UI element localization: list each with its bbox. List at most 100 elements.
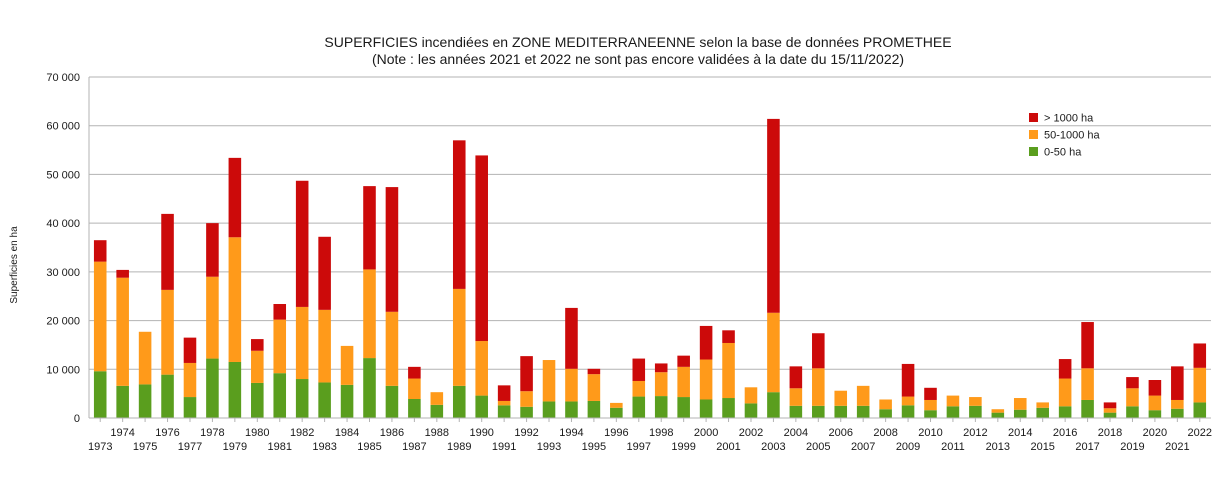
x-tick-label: 1979 <box>223 441 247 453</box>
bar-segment-2009-s1 <box>901 396 915 406</box>
bar-segment-2016-s2 <box>1058 359 1072 379</box>
bar-segment-2006-s0 <box>834 405 848 418</box>
bar-segment-1982-s2 <box>295 180 309 307</box>
x-tick-label: 1991 <box>492 441 516 453</box>
bar-segment-2013-s0 <box>991 412 1005 418</box>
bar-segment-1994-s1 <box>565 368 578 402</box>
legend-swatch <box>1029 113 1038 122</box>
bar-segment-1985-s2 <box>363 186 376 270</box>
bar-segment-1989-s2 <box>452 140 466 289</box>
bar-segment-1981-s1 <box>273 319 287 374</box>
x-tick-label: 1982 <box>290 427 314 439</box>
bar-segment-2005-s2 <box>812 333 825 369</box>
x-tick-label: 2014 <box>1008 427 1032 439</box>
bar-segment-2013-s1 <box>991 409 1005 413</box>
x-tick-label: 2011 <box>941 441 965 453</box>
x-tick-label: 1984 <box>335 427 359 439</box>
bar-segment-1998-s2 <box>654 363 668 373</box>
x-tick-label: 2007 <box>851 441 875 453</box>
bar-segment-2008-s1 <box>879 399 892 410</box>
bar-segment-2019-s1 <box>1126 388 1139 407</box>
legend-label: 0-50 ha <box>1044 147 1082 159</box>
bar-segment-1996-s0 <box>610 407 623 418</box>
chart-subtitle: (Note : les années 2021 et 2022 ne sont … <box>372 51 904 67</box>
bar-segment-1989-s1 <box>452 288 466 386</box>
bar-segment-2017-s1 <box>1081 368 1094 400</box>
bar-segment-2019-s2 <box>1126 377 1139 389</box>
bar-segment-2002-s1 <box>744 387 758 404</box>
x-tick-label: 2013 <box>986 441 1010 453</box>
x-tick-label: 1994 <box>559 427 583 439</box>
bar-segment-1999-s1 <box>677 366 690 398</box>
bar-segment-1976-s2 <box>161 213 174 290</box>
bar-segment-1996-s1 <box>610 402 623 408</box>
bar-segment-1980-s0 <box>251 382 264 418</box>
bar-segment-1986-s1 <box>385 311 399 386</box>
bar-segment-1973-s0 <box>93 371 107 418</box>
chart-title: SUPERFICIES incendiées en ZONE MEDITERRA… <box>324 34 951 50</box>
bar-segment-1986-s0 <box>385 385 399 418</box>
bar-segment-2021-s0 <box>1171 408 1184 418</box>
bar-segment-1999-s2 <box>677 355 690 367</box>
bar-segment-2001-s0 <box>722 398 735 418</box>
bar-segment-1975-s0 <box>138 384 152 418</box>
bar-segment-1982-s1 <box>295 306 309 380</box>
bar-segment-1985-s1 <box>363 269 376 359</box>
x-tick-label: 1992 <box>514 427 538 439</box>
bar-segment-2010-s1 <box>924 399 937 411</box>
bar-segment-1987-s0 <box>408 399 421 418</box>
x-tick-label: 1974 <box>110 427 134 439</box>
bar-segment-1979-s2 <box>228 157 242 238</box>
bar-segment-2021-s1 <box>1171 399 1184 409</box>
x-tick-label: 2021 <box>1165 441 1189 453</box>
x-tick-label: 1998 <box>649 427 673 439</box>
bar-segment-1977-s0 <box>183 397 197 418</box>
bar-segment-2007-s0 <box>856 405 870 418</box>
x-tick-label: 2018 <box>1098 427 1122 439</box>
y-tick-label: 30 000 <box>46 267 80 279</box>
bar-segment-1992-s2 <box>520 356 533 392</box>
y-tick-label: 50 000 <box>46 169 80 181</box>
bar-segment-2004-s0 <box>789 405 803 418</box>
bar-segment-2006-s1 <box>834 390 848 406</box>
bar-segment-1976-s0 <box>161 374 174 418</box>
bar-segment-2005-s0 <box>812 405 825 418</box>
bar-segment-1990-s0 <box>475 395 488 418</box>
x-tick-label: 2020 <box>1143 427 1167 439</box>
bar-segment-1979-s0 <box>228 361 242 418</box>
bar-segment-1994-s0 <box>565 401 578 418</box>
bar-segment-2017-s2 <box>1081 322 1094 369</box>
bar-segment-1998-s1 <box>654 372 668 397</box>
bar-segment-1992-s0 <box>520 406 533 418</box>
x-tick-label: 2008 <box>873 427 897 439</box>
bar-segment-2012-s0 <box>969 405 982 418</box>
bar-segment-2000-s0 <box>699 399 713 418</box>
bar-segment-1978-s2 <box>206 223 219 277</box>
bar-segment-2011-s1 <box>946 395 960 407</box>
bar-segment-2020-s1 <box>1148 395 1162 411</box>
x-tick-label: 1978 <box>200 427 224 439</box>
y-axis-label: Superficies en ha <box>9 226 20 304</box>
bar-segment-1978-s0 <box>206 358 219 418</box>
bar-segment-1991-s1 <box>497 400 511 406</box>
bar-segment-2019-s0 <box>1126 406 1139 418</box>
bar-segment-1990-s1 <box>475 341 488 396</box>
bar-segment-1999-s0 <box>677 397 690 418</box>
bar-segment-2016-s0 <box>1058 406 1072 418</box>
bar-segment-2022-s0 <box>1193 402 1207 418</box>
x-tick-label: 1983 <box>312 441 336 453</box>
bar-segment-1983-s0 <box>318 382 331 418</box>
bar-segment-1973-s1 <box>93 261 107 372</box>
x-tick-label: 2016 <box>1053 427 1077 439</box>
x-tick-label: 2010 <box>918 427 942 439</box>
bar-segment-1984-s1 <box>340 345 354 385</box>
bar-segment-1988-s0 <box>430 404 444 418</box>
x-tick-label: 1977 <box>178 441 202 453</box>
bar-segment-1981-s0 <box>273 373 287 418</box>
x-tick-label: 2015 <box>1030 441 1054 453</box>
axes: 0 10 000 20 000 30 000 40 000 50 000 60 000 70 … <box>46 72 1212 453</box>
legend-label: > 1000 ha <box>1044 113 1094 125</box>
x-tick-label: 2012 <box>963 427 987 439</box>
